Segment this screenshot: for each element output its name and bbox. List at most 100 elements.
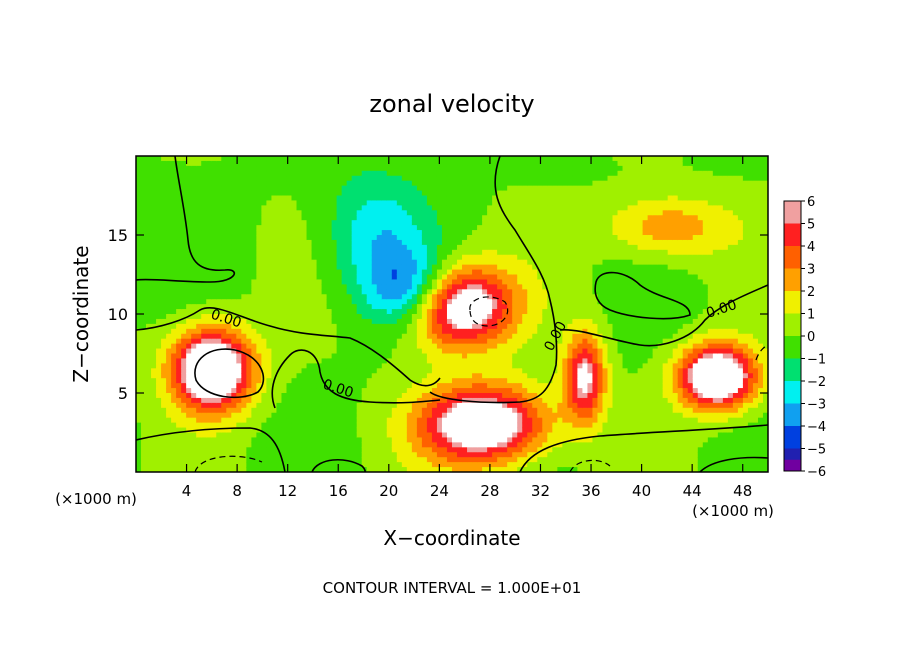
heatmap-cell (216, 358, 222, 364)
heatmap-cell (176, 269, 182, 276)
heatmap-cell (231, 244, 237, 251)
heatmap-cell (226, 264, 232, 271)
heatmap-cell (226, 299, 232, 305)
heatmap-cell (266, 353, 273, 360)
heatmap-cell (306, 210, 313, 216)
heatmap-cell (396, 299, 403, 305)
heatmap-cell (296, 422, 303, 429)
heatmap-cell (492, 225, 498, 231)
heatmap-cell (176, 388, 182, 394)
heatmap-cell (371, 462, 378, 468)
heatmap-cell (401, 170, 408, 177)
heatmap-cell (386, 299, 393, 305)
heatmap-cell (371, 467, 378, 472)
heatmap-cell (136, 467, 142, 472)
heatmap-cell (386, 318, 393, 325)
heatmap-cell (411, 165, 418, 172)
heatmap-cell (331, 407, 338, 414)
heatmap-cell (381, 190, 388, 197)
heatmap-cell (426, 156, 433, 162)
heatmap-cell (161, 279, 167, 285)
heatmap-cell (477, 432, 483, 439)
heatmap-cell (271, 264, 278, 271)
heatmap-cell (517, 417, 523, 424)
heatmap-cell (241, 274, 247, 281)
heatmap-cell (316, 210, 323, 216)
heatmap-cell (497, 230, 503, 236)
heatmap-cell (306, 457, 313, 463)
heatmap-cell (331, 156, 338, 162)
heatmap-cell (311, 388, 318, 394)
heatmap-cell (166, 462, 172, 468)
heatmap-cell (291, 338, 298, 345)
heatmap-cell (291, 323, 298, 330)
heatmap-cell (472, 432, 478, 439)
heatmap-cell (371, 210, 378, 216)
heatmap-cell (271, 269, 278, 276)
heatmap-cell (507, 378, 513, 384)
heatmap-cell (411, 274, 418, 281)
heatmap-cell (361, 338, 368, 345)
heatmap-cell (271, 407, 278, 414)
heatmap-cell (276, 289, 283, 295)
heatmap-cell (497, 427, 503, 434)
heatmap-cell (371, 264, 378, 271)
heatmap-cell (502, 368, 508, 374)
heatmap-cell (487, 180, 493, 187)
heatmap-cell (351, 284, 358, 290)
heatmap-cell (517, 427, 523, 434)
heatmap-cell (462, 412, 468, 419)
heatmap-cell (396, 393, 403, 399)
heatmap-cell (246, 264, 252, 271)
heatmap-cell (236, 328, 242, 335)
heatmap-cell (276, 244, 283, 251)
heatmap-cell (351, 462, 358, 468)
heatmap-cell (517, 338, 523, 345)
heatmap-cell (216, 338, 222, 345)
heatmap-cell (346, 358, 353, 364)
heatmap-cell (166, 264, 172, 271)
heatmap-cell (171, 363, 177, 369)
heatmap-cell (286, 279, 293, 285)
heatmap-cell (181, 402, 187, 409)
heatmap-cell (246, 363, 252, 369)
heatmap-cell (416, 156, 423, 162)
heatmap-cell (231, 220, 237, 226)
heatmap-cell (296, 373, 303, 379)
heatmap-cell (301, 225, 308, 231)
heatmap-cell (241, 195, 247, 202)
heatmap-cell (426, 412, 433, 419)
heatmap-cell (401, 328, 408, 335)
heatmap-cell (191, 343, 197, 350)
heatmap-cell (256, 412, 262, 419)
heatmap-cell (246, 402, 252, 409)
heatmap-cell (411, 190, 418, 197)
heatmap-cell (497, 358, 503, 364)
heatmap-cell (221, 437, 227, 443)
heatmap-cell (261, 348, 268, 355)
heatmap-cell (266, 314, 273, 320)
heatmap-cell (446, 175, 453, 182)
heatmap-cell (502, 304, 508, 310)
heatmap-cell (361, 185, 368, 192)
heatmap-cell (296, 235, 303, 241)
heatmap-cell (477, 314, 483, 320)
heatmap-cell (161, 289, 167, 295)
heatmap-cell (256, 284, 262, 290)
heatmap-cell (356, 333, 363, 340)
heatmap-cell (271, 249, 278, 256)
heatmap-cell (136, 299, 142, 305)
heatmap-cell (462, 299, 468, 305)
heatmap-cell (241, 348, 247, 355)
heatmap-cell (421, 264, 428, 271)
heatmap-cell (436, 235, 443, 241)
heatmap-cell (457, 462, 463, 468)
heatmap-cell (216, 220, 222, 226)
heatmap-cell (261, 264, 268, 271)
heatmap-cell (196, 225, 202, 231)
heatmap-cell (216, 264, 222, 271)
heatmap-cell (156, 457, 162, 463)
heatmap-cell (211, 412, 217, 419)
heatmap-cell (346, 264, 353, 271)
heatmap-cell (236, 244, 242, 251)
